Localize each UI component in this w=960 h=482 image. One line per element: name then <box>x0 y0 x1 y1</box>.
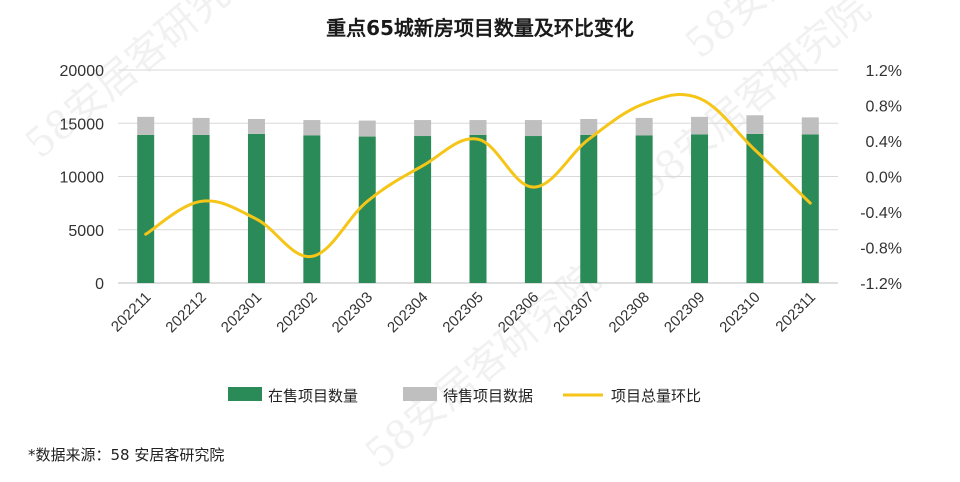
bar-pending <box>137 116 155 135</box>
y-left-tick-label: 20000 <box>60 63 105 80</box>
x-tick-label: 202311 <box>773 289 820 336</box>
bar-pending <box>414 120 432 137</box>
x-axis: 202211 202212 202301 202302 202303 202304 2023… <box>108 289 819 336</box>
x-tick-label: 202310 <box>716 289 763 336</box>
bar-on-sale <box>746 133 764 283</box>
y-left-tick-label: 5000 <box>68 223 104 240</box>
bar-pending <box>192 117 210 135</box>
bar-on-sale <box>303 135 321 283</box>
line-series <box>144 92 812 258</box>
bar-pending <box>801 117 819 135</box>
source-note: *数据来源：58 安居客研究院 <box>28 446 225 464</box>
legend: 在售项目数量 待售项目数据 项目总量环比 <box>228 387 701 405</box>
legend-label: 项目总量环比 <box>611 387 701 405</box>
legend-label: 待售项目数据 <box>443 387 533 405</box>
y-right-tick-label: -0.8% <box>860 241 902 258</box>
x-tick-label: 202302 <box>273 289 320 336</box>
bar-pending <box>580 118 598 135</box>
y-right-tick-label: 1.2% <box>866 63 902 80</box>
bar-on-sale <box>192 134 210 283</box>
legend-swatch <box>403 387 437 401</box>
bar-on-sale <box>580 134 598 283</box>
x-tick-label: 202304 <box>384 289 431 336</box>
x-tick-label: 202309 <box>661 289 708 336</box>
legend-swatch <box>228 387 262 401</box>
bar-pending <box>469 120 487 135</box>
y-left-tick-label: 15000 <box>60 116 105 133</box>
bar-pending <box>358 120 376 137</box>
y-right-tick-label: 0.8% <box>866 99 902 116</box>
bar-on-sale <box>801 134 819 283</box>
bar-pending <box>303 120 321 136</box>
bar-on-sale <box>414 136 432 283</box>
x-tick-label: 202305 <box>439 289 486 336</box>
watermark-text: 58安居客研究院 <box>357 255 609 477</box>
y-right-tick-label: -0.4% <box>860 205 902 222</box>
bar-on-sale <box>247 133 265 283</box>
y-axis-right: 1.2% 0.8% 0.4% 0.0% -0.4% -0.8% -1.2% <box>860 63 902 293</box>
bar-pending <box>635 117 653 136</box>
y-right-tick-label: 0.0% <box>866 170 902 187</box>
legend-label: 在售项目数量 <box>268 387 358 405</box>
bar-on-sale <box>469 134 487 283</box>
y-right-tick-label: -1.2% <box>860 276 902 293</box>
bar-series <box>137 115 819 283</box>
bar-on-sale <box>635 135 653 283</box>
x-tick-label: 202308 <box>606 289 653 336</box>
bar-pending <box>247 118 265 134</box>
x-tick-label: 202212 <box>162 289 209 336</box>
x-tick-label: 202211 <box>108 289 155 336</box>
chart-title: 重点65城新房项目数量及环比变化 <box>326 16 634 40</box>
bar-pending <box>691 116 709 135</box>
bar-pending <box>524 120 542 137</box>
bar-on-sale <box>358 136 376 283</box>
bar-pending <box>746 115 764 134</box>
bar-on-sale <box>137 134 155 283</box>
y-right-tick-label: 0.4% <box>866 134 902 151</box>
bar-on-sale <box>691 134 709 283</box>
x-tick-label: 202303 <box>329 289 376 336</box>
y-left-tick-label: 10000 <box>60 170 105 187</box>
y-axis-left: 20000 15000 10000 5000 0 <box>60 63 105 293</box>
x-tick-label: 202301 <box>218 289 265 336</box>
y-left-tick-label: 0 <box>95 276 104 293</box>
bar-on-sale <box>524 136 542 283</box>
